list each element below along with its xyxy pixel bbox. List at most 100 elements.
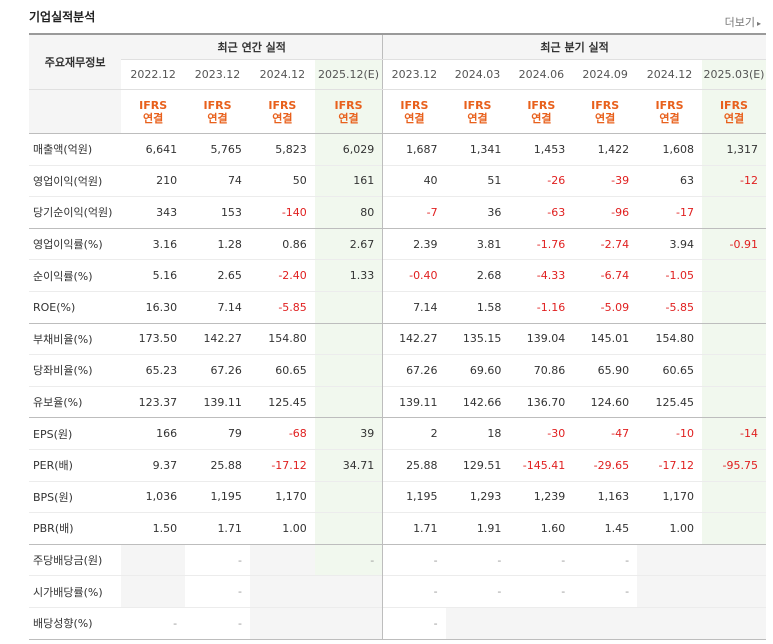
table-cell bbox=[701, 323, 766, 355]
table-cell bbox=[121, 575, 186, 608]
row-label: 당좌비율(%) bbox=[33, 364, 93, 378]
table-cell: 139.11 bbox=[203, 395, 242, 409]
table-cell: 154.80 bbox=[268, 332, 307, 346]
table-cell: 125.45 bbox=[655, 395, 694, 409]
table-cell: 124.60 bbox=[590, 395, 630, 409]
table-cell: -5.09 bbox=[600, 300, 630, 314]
table-cell: 1,036 bbox=[145, 490, 178, 504]
table-cell: 2 bbox=[382, 417, 446, 450]
table-cell: 153 bbox=[220, 205, 242, 219]
row-label: 시가배당률(%) bbox=[33, 585, 103, 599]
ifrs-consolidated-label: 연결 bbox=[272, 111, 293, 125]
table-cell: -14 bbox=[701, 417, 766, 450]
table-cell bbox=[573, 607, 638, 639]
table-cell: 1.00 bbox=[282, 521, 307, 535]
table-cell: 3.16 bbox=[152, 237, 178, 251]
ifrs-consolidated-label: 연결 bbox=[207, 111, 228, 125]
table-cell: -17.12 bbox=[271, 458, 307, 472]
period-header: 2023.12 bbox=[185, 59, 250, 90]
ifrs-standard-label: IFRS bbox=[268, 98, 297, 112]
table-cell: -0.40 bbox=[382, 259, 446, 292]
period-header: 2024.06 bbox=[509, 59, 574, 90]
ifrs-consolidated-label: 연결 bbox=[531, 111, 552, 125]
table-cell: 7.14 bbox=[382, 291, 446, 324]
table-cell: 139.11 bbox=[382, 386, 446, 418]
period-header: 2022.12 bbox=[121, 59, 186, 90]
table-cell: 51 bbox=[487, 174, 502, 188]
table-row: 당좌비율(%) 65.23 67.26 60.65 67.26 69.60 70.86 65.… bbox=[29, 354, 766, 387]
ifrs-label: IFRS 연결 bbox=[509, 89, 574, 134]
table-cell: 129.51 bbox=[462, 458, 502, 472]
row-label: PBR(배) bbox=[33, 522, 74, 536]
table-cell: 1.71 bbox=[382, 512, 446, 545]
period-header: 2024.09 bbox=[573, 59, 638, 90]
table-cell: 1,293 bbox=[469, 490, 502, 504]
table-cell: -96 bbox=[611, 205, 630, 219]
financial-summary-table: 주요재무정보 최근 연간 실적 최근 분기 실적 2022.12 2023.12 2… bbox=[29, 33, 766, 640]
table-cell bbox=[249, 544, 315, 576]
table-cell bbox=[701, 575, 766, 608]
table-cell: -47 bbox=[611, 427, 630, 441]
table-cell bbox=[314, 386, 383, 418]
table-cell: 1,341 bbox=[469, 142, 502, 156]
table-cell bbox=[701, 607, 766, 639]
table-cell: 69.60 bbox=[469, 363, 502, 377]
ifrs-label: IFRS 연결 bbox=[637, 89, 702, 134]
row-header-spacer bbox=[29, 89, 122, 134]
table-cell: -10 bbox=[675, 427, 694, 441]
ifrs-label: IFRS 연결 bbox=[185, 89, 250, 134]
table-cell bbox=[121, 544, 186, 576]
ifrs-consolidated-label: 연결 bbox=[595, 111, 616, 125]
table-cell: 136.70 bbox=[526, 395, 566, 409]
ifrs-standard-label: IFRS bbox=[655, 98, 684, 112]
table-cell: -30 bbox=[547, 427, 566, 441]
table-cell: -4.33 bbox=[536, 269, 566, 283]
table-cell: 139.04 bbox=[526, 332, 566, 346]
ifrs-standard-label: IFRS bbox=[203, 98, 232, 112]
table-cell: -7 bbox=[382, 196, 446, 229]
table-cell: 50 bbox=[292, 174, 307, 188]
table-cell: 142.66 bbox=[462, 395, 502, 409]
table-cell: 343 bbox=[156, 205, 178, 219]
table-row: 매출액(억원) 6,641 5,765 5,823 6,029 1,687 1,341 1,4… bbox=[29, 133, 766, 166]
table-cell: 40 bbox=[382, 165, 446, 197]
table-cell: - bbox=[625, 553, 630, 567]
quarter-group-header: 최근 분기 실적 bbox=[382, 34, 766, 60]
row-label: 주당배당금(원) bbox=[33, 554, 103, 568]
ifrs-label: IFRS 연결 bbox=[314, 89, 383, 134]
table-cell bbox=[637, 607, 702, 639]
table-cell: - bbox=[237, 553, 242, 567]
table-cell: 1,687 bbox=[382, 133, 446, 166]
table-cell: - bbox=[382, 607, 446, 639]
table-cell: -5.85 bbox=[278, 300, 307, 314]
table-cell bbox=[445, 607, 510, 639]
table-cell: -63 bbox=[547, 205, 566, 219]
annual-group-header: 최근 연간 실적 bbox=[121, 34, 383, 60]
row-label: PER(배) bbox=[33, 459, 73, 473]
table-cell bbox=[314, 575, 383, 608]
table-cell: 1.00 bbox=[669, 521, 694, 535]
table-row: PBR(배) 1.50 1.71 1.00 1.71 1.91 1.60 1.45 1.00 bbox=[29, 512, 766, 545]
ifrs-consolidated-label: 연결 bbox=[404, 111, 425, 125]
ifrs-standard-label: IFRS bbox=[463, 98, 492, 112]
table-cell: 1.60 bbox=[540, 521, 566, 535]
period-header: 2024.12 bbox=[249, 59, 315, 90]
table-cell: - bbox=[314, 544, 383, 576]
table-cell: 16.30 bbox=[145, 300, 178, 314]
table-cell bbox=[509, 607, 574, 639]
table-cell: - bbox=[625, 585, 630, 599]
row-header: 주요재무정보 bbox=[29, 34, 122, 90]
table-cell: 145.01 bbox=[590, 332, 630, 346]
table-cell: 1,163 bbox=[597, 490, 630, 504]
table-cell: 70.86 bbox=[533, 363, 566, 377]
ifrs-standard-label: IFRS bbox=[400, 98, 429, 112]
table-cell: -2.40 bbox=[278, 269, 307, 283]
table-cell: 1.91 bbox=[476, 521, 502, 535]
more-link[interactable]: 더보기 ▸ bbox=[725, 14, 761, 30]
table-cell: 2.67 bbox=[314, 228, 383, 260]
table-row: EPS(원) 166 79 -68 39 2 18 -30 -47 -10 -14 bbox=[29, 417, 766, 450]
table-cell: 1.58 bbox=[476, 300, 502, 314]
ifrs-label: IFRS 연결 bbox=[382, 89, 446, 134]
table-cell: 1,239 bbox=[533, 490, 566, 504]
table-cell: 67.26 bbox=[382, 354, 446, 387]
